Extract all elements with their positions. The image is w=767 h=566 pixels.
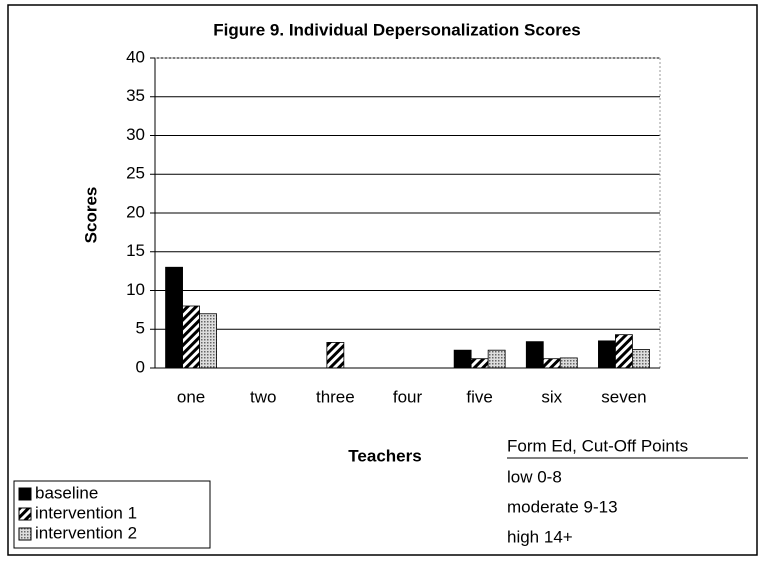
bar: [615, 334, 633, 369]
bar: [525, 341, 544, 369]
legend-swatch: [18, 507, 32, 521]
legend: [13, 480, 211, 549]
chart-title: Figure 9. Individual Depersonalization S…: [213, 20, 580, 39]
x-tick-label: one: [177, 387, 205, 406]
y-tick-label: 25: [126, 164, 145, 183]
bar: [487, 349, 506, 369]
bar: [632, 348, 650, 369]
annotation-heading: Form Ed, Cut-Off Points: [507, 436, 688, 455]
legend-label: baseline: [35, 483, 98, 502]
bar: [326, 342, 345, 369]
annotation-line: high 14+: [507, 527, 573, 546]
y-tick-label: 20: [126, 202, 145, 221]
x-tick-label: three: [316, 387, 355, 406]
bar: [165, 266, 183, 369]
y-tick-label: 40: [126, 47, 145, 66]
x-tick-label: seven: [601, 387, 646, 406]
x-axis-title: Teachers: [348, 446, 421, 465]
legend-swatch: [18, 487, 32, 501]
frame: [7, 4, 758, 556]
x-tick-label: four: [393, 387, 423, 406]
bar: [470, 358, 489, 369]
legend-label: intervention 2: [35, 523, 137, 542]
bar: [199, 313, 217, 369]
bar: [559, 357, 578, 369]
y-tick-label: 35: [126, 86, 145, 105]
bar: [453, 349, 472, 369]
bar: [542, 358, 561, 369]
legend-label: intervention 1: [35, 503, 137, 522]
y-tick-label: 10: [126, 280, 145, 299]
x-tick-label: two: [250, 387, 276, 406]
y-tick-label: 30: [126, 125, 145, 144]
legend-swatch: [18, 527, 32, 541]
annotation-line: low 0-8: [507, 467, 562, 486]
x-tick-label: six: [541, 387, 562, 406]
y-axis-title: Scores: [81, 187, 100, 244]
x-tick-label: five: [466, 387, 492, 406]
y-tick-label: 0: [136, 357, 145, 376]
y-tick-label: 5: [136, 319, 145, 338]
bar: [598, 340, 616, 369]
annotation-line: moderate 9-13: [507, 497, 618, 516]
y-tick-label: 15: [126, 241, 145, 260]
bar: [182, 305, 200, 369]
